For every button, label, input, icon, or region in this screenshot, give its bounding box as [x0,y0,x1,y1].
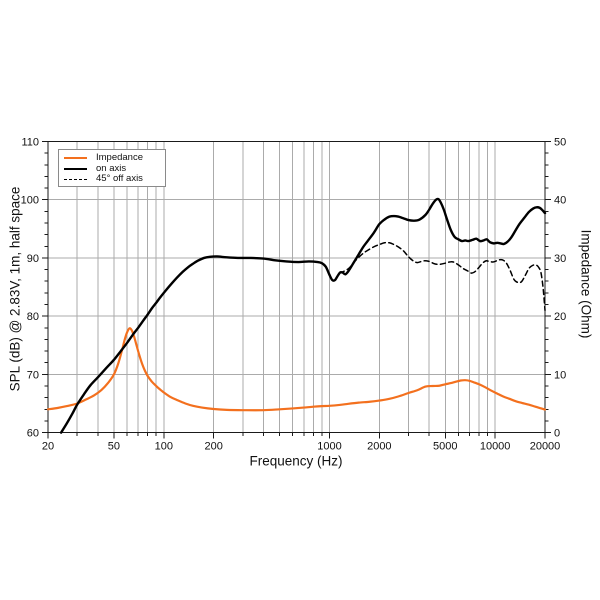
legend-swatch-on-axis [64,167,87,170]
svg-text:10000: 10000 [480,441,511,453]
svg-text:2000: 2000 [367,441,391,453]
svg-text:50: 50 [108,441,120,453]
curve-45-off-axis [338,241,546,312]
left-axis-title: SPL (dB) @ 2.83V, 1m, half space [7,186,23,392]
curve-impedance [46,327,547,412]
svg-text:100: 100 [155,441,173,453]
svg-text:70: 70 [27,369,39,381]
legend-label-on-axis: on axis [96,162,127,174]
x-axis-title: Frequency (Hz) [249,453,343,469]
svg-text:20: 20 [42,441,54,453]
svg-text:20: 20 [554,311,566,323]
svg-text:30: 30 [554,253,566,265]
svg-text:1000: 1000 [317,441,341,453]
svg-text:50: 50 [554,137,566,149]
svg-text:200: 200 [204,441,222,453]
curve-on-axis [59,197,547,434]
legend: Impedance on axis 45° off axis [58,149,166,187]
svg-text:0: 0 [554,428,560,440]
legend-label-off-axis: 45° off axis [96,173,143,185]
legend-item-off-axis: 45° off axis [64,174,165,185]
svg-text:80: 80 [27,311,39,323]
legend-swatch-off-axis [64,178,87,180]
right-axis-title: Impedance (Ohm) [578,229,594,339]
svg-text:90: 90 [27,253,39,265]
legend-label-impedance: Impedance [96,152,144,164]
svg-text:60: 60 [27,428,39,440]
svg-text:5000: 5000 [433,441,457,453]
legend-item-impedance: Impedance [64,153,165,164]
svg-text:40: 40 [554,195,566,207]
legend-item-on-axis: on axis [64,162,165,175]
svg-text:110: 110 [21,137,39,149]
legend-swatch-impedance [64,157,87,160]
svg-text:10: 10 [554,369,566,381]
svg-text:20000: 20000 [530,441,561,453]
svg-text:100: 100 [21,195,39,207]
